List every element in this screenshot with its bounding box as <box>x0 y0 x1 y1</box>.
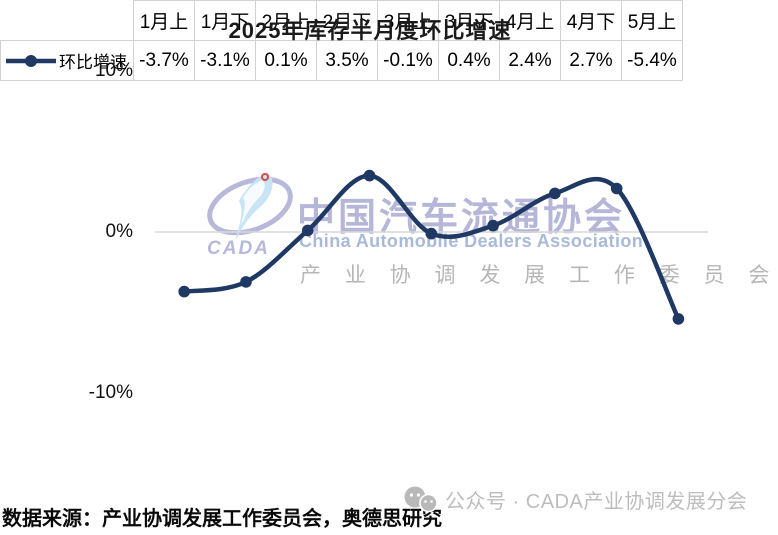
table-value-cell: -3.7% <box>133 40 195 81</box>
series-line <box>181 173 681 322</box>
wechat-account-line: 公众号 · CADA产业协调发展分会 <box>402 485 747 514</box>
data-point-marker <box>240 276 252 288</box>
table-header-row: 1月上 1月下 2月上 2月下 3月上 3月下 4月上 4月下 5月上 <box>1 0 683 41</box>
data-point-marker <box>425 227 438 240</box>
wechat-account-text: 公众号 · CADA产业协调发展分会 <box>445 491 748 513</box>
data-point-marker <box>363 169 376 182</box>
table-value-cell: 3.5% <box>316 40 378 81</box>
table-header-cell: 2月上 <box>255 0 317 41</box>
data-point-marker <box>178 285 190 298</box>
table-header-cell: 1月下 <box>194 0 256 41</box>
table-value-cell: -0.1% <box>377 40 439 81</box>
data-point-marker <box>487 219 499 232</box>
table-value-cell: 0.4% <box>438 40 500 81</box>
y-axis-tick-neg10: -10% <box>88 382 133 403</box>
table-header-cell: 5月上 <box>621 0 683 41</box>
table-value-row: 环比增速 -3.7% -3.1% 0.1% 3.5% -0.1% 0.4% 2.4% 2.7%… <box>0 40 683 81</box>
data-point-marker <box>610 182 623 195</box>
y-axis-tick-0: 0% <box>105 221 133 242</box>
data-point-marker <box>302 224 314 237</box>
table-value-cell: -5.4% <box>621 40 683 81</box>
table-header-cell: 1月上 <box>133 0 195 41</box>
legend-cell: 环比增速 <box>0 40 134 81</box>
table-header-cell: 2月下 <box>316 0 378 41</box>
table-header-cell: 4月下 <box>560 0 622 41</box>
legend-marker-icon <box>6 54 56 67</box>
data-point-marker <box>549 187 561 200</box>
table-value-cell: 0.1% <box>255 40 317 81</box>
table-header-cell: 4月上 <box>499 0 561 41</box>
wechat-icon <box>404 486 438 512</box>
y-axis-tick-10: 10% <box>94 60 133 81</box>
table-header-cell: 3月上 <box>377 0 439 41</box>
legend-label: 环比增速 <box>59 53 127 72</box>
data-point-marker <box>672 313 685 325</box>
table-value-cell: 2.4% <box>499 40 561 81</box>
chart-title: 2025年库存半月度环比增速 <box>228 18 512 43</box>
table-value-cell: -3.1% <box>194 40 256 81</box>
table-value-cell: 2.7% <box>560 40 622 81</box>
data-table: 1月上 1月下 2月上 2月下 3月上 3月下 4月上 4月下 5月上 环比增速 -3.7% -3… <box>0 0 683 81</box>
line-chart <box>155 169 708 325</box>
series-markers <box>178 169 685 325</box>
data-source-text: 数据来源：产业协调发展工作委员会，奥德思研究 <box>2 508 442 530</box>
